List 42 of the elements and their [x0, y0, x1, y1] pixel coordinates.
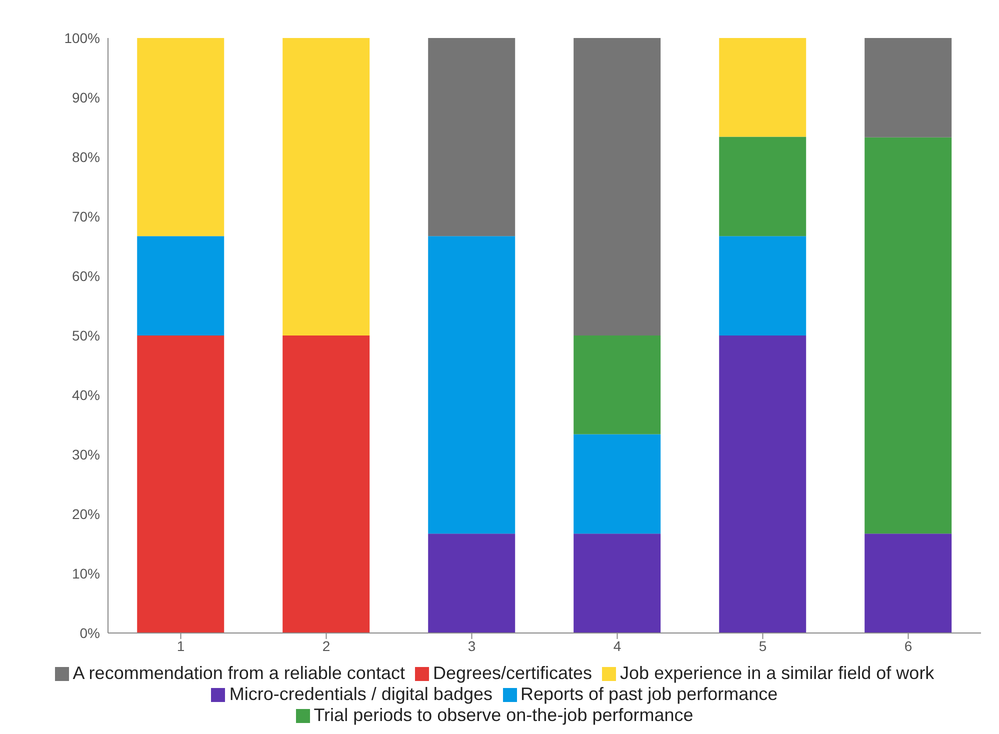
bar: [719, 136, 806, 236]
y-tick-label: 90%: [72, 89, 100, 106]
legend-label: Reports of past job performance: [520, 684, 778, 704]
bar: [137, 236, 224, 336]
bar: [428, 534, 516, 633]
x-tick-label: 4: [613, 638, 622, 654]
bar: [574, 336, 661, 434]
legend-label: Micro-credentials / digital badges: [229, 684, 492, 704]
y-tick-label: 50%: [72, 327, 100, 344]
legend-label: A recommendation from a reliable contact: [72, 663, 405, 683]
bar: [574, 534, 661, 633]
bar: [137, 38, 224, 236]
legend-label: Degrees/certificates: [432, 663, 592, 683]
y-tick-label: 10%: [72, 565, 100, 582]
y-tick-label: 0%: [80, 624, 100, 641]
y-tick-label: 30%: [72, 446, 100, 462]
bar: [574, 434, 661, 534]
bar: [137, 336, 224, 633]
y-tick-label: 80%: [72, 148, 100, 165]
x-tick-label: 3: [468, 638, 476, 654]
x-tick-label: 6: [904, 638, 912, 654]
bar: [719, 38, 806, 137]
bar: [428, 38, 516, 236]
y-tick-label: 60%: [72, 268, 100, 284]
bar: [282, 336, 370, 633]
legend-label: Job experience in a similar field of work: [620, 663, 934, 683]
x-tick-label: 5: [758, 638, 767, 654]
x-tick-label: 2: [322, 638, 330, 654]
y-tick-label: 40%: [72, 386, 100, 403]
legend-label: Trial periods to observe on-the-job performance: [314, 705, 694, 725]
x-tick-label: 1: [176, 638, 185, 654]
bar: [864, 534, 952, 633]
bar: [428, 236, 516, 534]
y-tick-label: 70%: [72, 208, 100, 224]
y-tick-label: 100%: [64, 30, 100, 46]
bar: [719, 236, 806, 336]
bar: [864, 137, 952, 534]
bar: [864, 38, 952, 138]
bar: [574, 38, 661, 336]
bar: [719, 336, 806, 633]
y-tick-label: 20%: [72, 506, 100, 522]
bar: [282, 38, 370, 336]
